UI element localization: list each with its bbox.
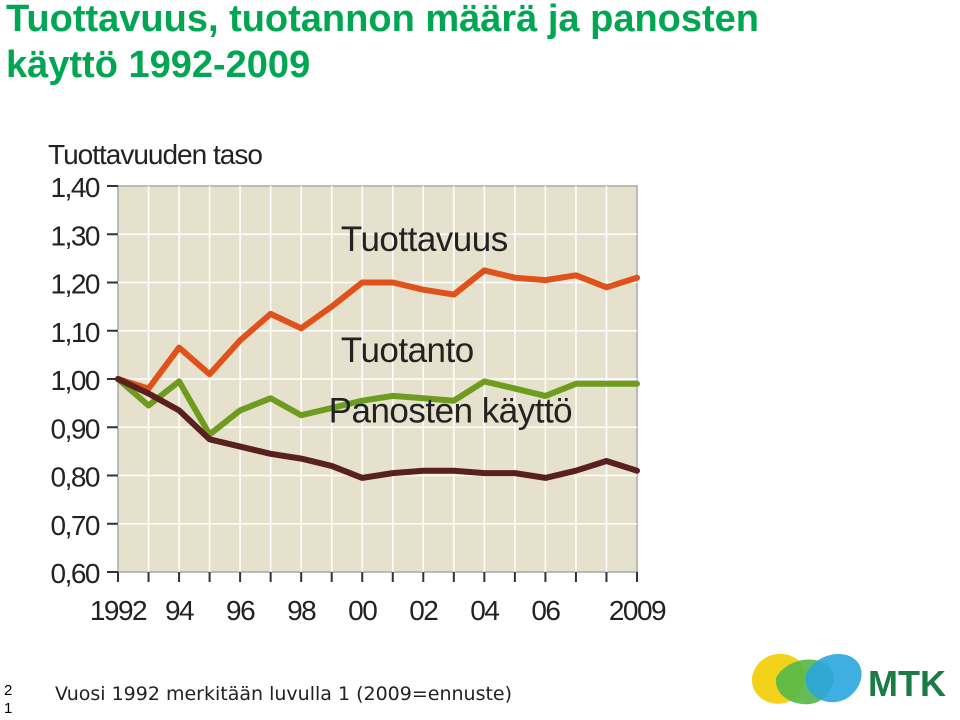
y-tick-label: 0,60: [51, 558, 100, 589]
x-tick-label: 1992: [90, 595, 147, 626]
data-point: [176, 345, 182, 351]
y-tick-label: 1,30: [51, 220, 100, 251]
data-point: [481, 378, 487, 384]
x-tick-label: 02: [409, 595, 438, 626]
data-point: [573, 468, 579, 474]
data-point: [451, 398, 457, 404]
data-point: [237, 407, 243, 413]
data-point: [146, 403, 152, 409]
y-tick-label: 1,00: [51, 365, 100, 396]
data-point: [481, 267, 487, 273]
data-point: [390, 280, 396, 285]
data-point: [207, 371, 213, 377]
x-tick-label: 98: [287, 595, 316, 626]
data-point: [634, 468, 640, 474]
data-point: [420, 287, 426, 293]
slide-title-line1: Tuottavuus, tuotannon määrä ja panosten: [6, 0, 760, 40]
data-point: [329, 463, 335, 469]
slide-title: Tuottavuus, tuotannon määrä ja panosten …: [6, 0, 906, 88]
data-point: [146, 390, 152, 396]
data-point: [237, 337, 243, 343]
data-point: [634, 275, 640, 281]
data-point: [115, 376, 121, 382]
data-point: [176, 378, 182, 384]
chart-footnote: Vuosi 1992 merkitään luvulla 1 (2009=enn…: [55, 683, 513, 705]
data-point: [451, 292, 457, 298]
data-point: [268, 395, 274, 401]
x-tick-label: 2009: [609, 595, 666, 626]
data-point: [512, 275, 518, 281]
logo-leaf-blue-icon: [805, 654, 862, 703]
data-point: [420, 395, 426, 401]
data-point: [298, 412, 304, 418]
x-tick-label: 00: [348, 595, 377, 626]
data-point: [329, 405, 335, 411]
data-point: [542, 277, 548, 283]
series-label: Tuotanto: [341, 331, 474, 370]
series-line: [115, 376, 640, 438]
data-point: [359, 398, 365, 404]
data-point: [207, 436, 213, 442]
data-point: [390, 393, 396, 399]
data-point: [176, 407, 182, 413]
page-number-text: 2 1: [4, 682, 13, 717]
data-point: [390, 470, 396, 476]
x-tick-label: 94: [165, 595, 194, 626]
data-point: [359, 475, 365, 481]
mtk-logo: MTK: [751, 653, 946, 705]
data-point: [603, 381, 609, 387]
series-label: Panosten käyttö: [329, 391, 573, 430]
data-point: [359, 280, 365, 285]
series-label: Tuottavuus: [341, 220, 508, 259]
x-tick-label: 04: [470, 595, 499, 626]
y-tick-label: 0,80: [51, 462, 100, 493]
chart-title: Tuottavuuden taso: [48, 139, 262, 170]
data-point: [420, 468, 426, 474]
logo-text: MTK: [868, 663, 946, 704]
data-point: [512, 386, 518, 392]
slide-title-line2: käyttö 1992-2009: [6, 44, 311, 86]
data-point: [573, 272, 579, 278]
page-number: 2 1: [4, 682, 18, 718]
y-tick-label: 0,70: [51, 510, 100, 541]
data-point: [603, 284, 609, 290]
series-line: [115, 267, 640, 392]
data-point: [298, 325, 304, 331]
y-tick-label: 1,40: [51, 172, 100, 203]
data-point: [268, 311, 274, 317]
data-point: [329, 304, 335, 310]
data-point: [542, 393, 548, 399]
data-point: [481, 470, 487, 476]
y-tick-label: 1,20: [51, 269, 100, 300]
data-point: [542, 475, 548, 481]
y-tick-label: 1,10: [51, 317, 100, 348]
data-point: [268, 451, 274, 457]
data-point: [603, 458, 609, 464]
data-point: [634, 381, 640, 387]
data-point: [451, 468, 457, 474]
data-point: [573, 381, 579, 387]
y-tick-label: 0,90: [51, 413, 100, 444]
series-line: [115, 376, 640, 481]
data-point: [298, 456, 304, 462]
data-point: [237, 444, 243, 450]
data-point: [512, 470, 518, 476]
x-tick-label: 96: [226, 595, 255, 626]
x-tick-label: 06: [531, 595, 560, 626]
